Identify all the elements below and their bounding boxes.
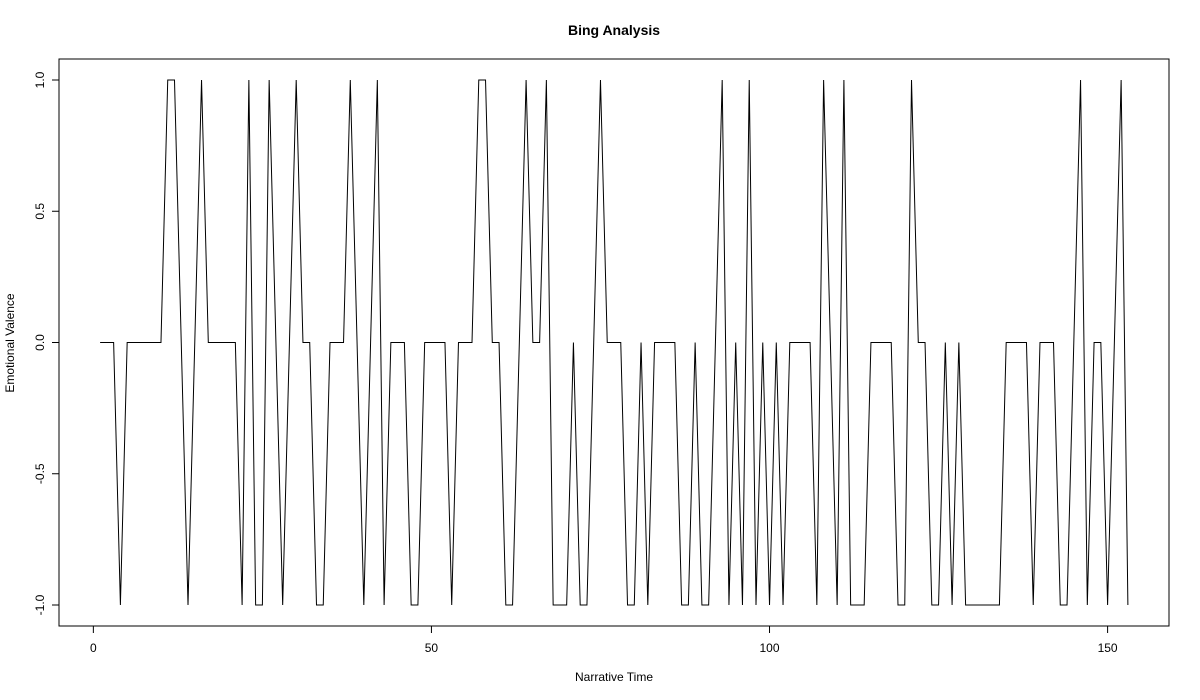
x-tick-label: 50	[425, 641, 439, 655]
x-tick-label: 0	[90, 641, 97, 655]
y-tick-label: 1.0	[33, 71, 47, 88]
data-line	[100, 79, 1129, 606]
x-axis-label: Narrative Time	[575, 670, 653, 684]
y-tick-label: -1.0	[33, 594, 47, 615]
y-axis-label: Emotional Valence	[3, 293, 17, 392]
chart-title: Bing Analysis	[568, 22, 660, 38]
y-tick-label: 0.0	[33, 334, 47, 351]
y-tick-label: 0.5	[33, 203, 47, 220]
x-tick-label: 150	[1098, 641, 1118, 655]
y-tick-label: -0.5	[33, 463, 47, 484]
x-tick-label: 100	[760, 641, 780, 655]
